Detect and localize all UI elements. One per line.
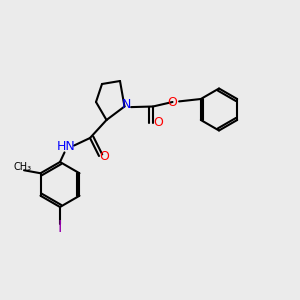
Text: HN: HN [57,140,75,154]
Text: O: O [154,116,163,130]
Text: O: O [100,149,109,163]
Text: O: O [168,95,177,109]
Text: N: N [121,98,131,112]
Text: CH₃: CH₃ [14,162,32,172]
Text: I: I [58,220,62,235]
